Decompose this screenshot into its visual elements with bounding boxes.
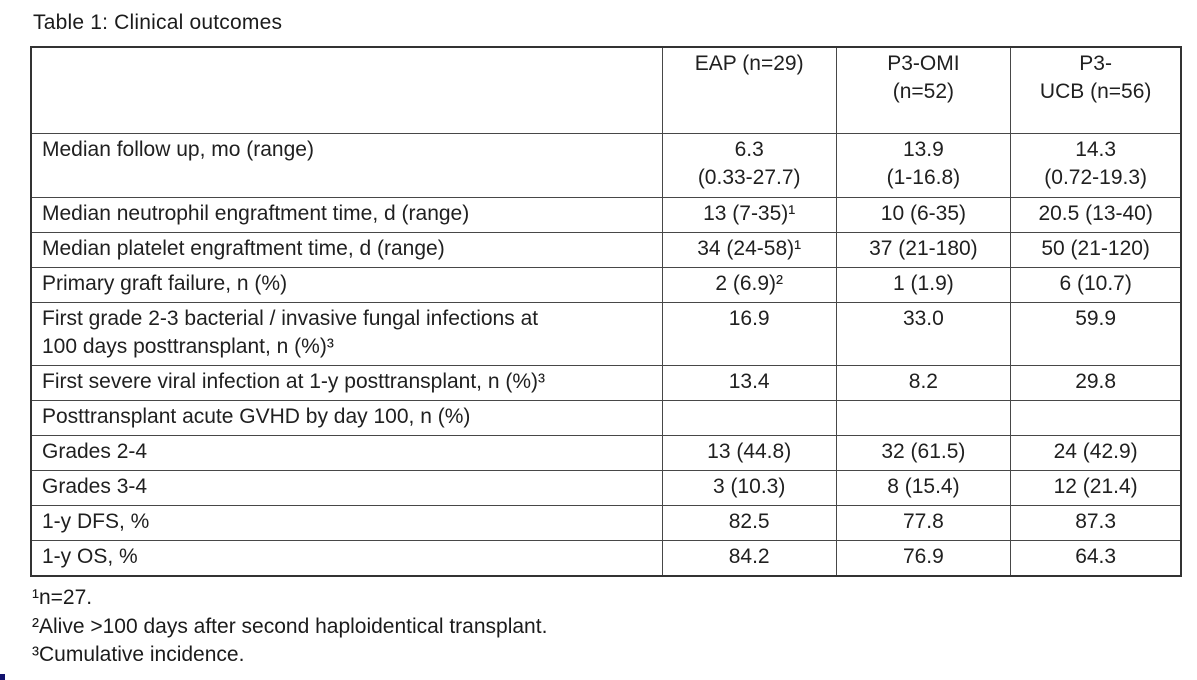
table-row: Posttransplant acute GVHD by day 100, n …	[30, 399, 1182, 436]
header-p3-omi: P3-OMI (n=52)	[835, 46, 1012, 134]
cell-eap: 2 (6.9)²	[661, 266, 837, 303]
cell-p3-ucb: 20.5 (13-40)	[1010, 196, 1182, 233]
table-row: Grades 2-4 13 (44.8) 32 (61.5) 24 (42.9)	[30, 434, 1182, 471]
cell-p3-ucb: 24 (42.9)	[1010, 434, 1182, 471]
cell-p3-omi: 8 (15.4)	[835, 469, 1012, 506]
cell-eap: 13 (7-35)¹	[661, 196, 837, 233]
cell-p3-ucb	[1010, 399, 1182, 436]
cell-p3-omi: 1 (1.9)	[835, 266, 1012, 303]
cell-p3-omi: 10 (6-35)	[835, 196, 1012, 233]
cell-eap: 84.2	[661, 539, 837, 576]
cell-eap: 82.5	[661, 504, 837, 541]
cell-p3-ucb: 6 (10.7)	[1010, 266, 1182, 303]
row-label: Median platelet engraftment time, d (ran…	[30, 231, 663, 268]
cell-p3-ucb: 50 (21-120)	[1010, 231, 1182, 268]
cell-p3-omi: 76.9	[835, 539, 1012, 576]
table-row: Median follow up, mo (range) 6.3 (0.33-2…	[30, 132, 1182, 198]
row-label: 1-y OS, %	[30, 539, 663, 576]
cell-p3-omi: 13.9 (1-16.8)	[835, 132, 1012, 198]
cell-p3-ucb: 59.9	[1010, 301, 1182, 366]
row-label: Primary graft failure, n (%)	[30, 266, 663, 303]
cell-p3-omi	[835, 399, 1012, 436]
row-label: First grade 2-3 bacterial / invasive fun…	[30, 301, 663, 366]
cell-eap: 16.9	[661, 301, 837, 366]
cell-eap: 34 (24-58)¹	[661, 231, 837, 268]
table-row: Grades 3-4 3 (10.3) 8 (15.4) 12 (21.4)	[30, 469, 1182, 506]
table-row: First grade 2-3 bacterial / invasive fun…	[30, 301, 1182, 366]
table-row: Median neutrophil engraftment time, d (r…	[30, 196, 1182, 233]
footnote-1: ¹n=27.	[32, 586, 93, 609]
header-empty-cell	[30, 46, 663, 134]
table-row: First severe viral infection at 1-y post…	[30, 364, 1182, 401]
row-label: 1-y DFS, %	[30, 504, 663, 541]
row-label: Grades 2-4	[30, 434, 663, 471]
cell-p3-ucb: 29.8	[1010, 364, 1182, 401]
cell-p3-omi: 8.2	[835, 364, 1012, 401]
cell-eap: 6.3 (0.33-27.7)	[661, 132, 837, 198]
table-row: Primary graft failure, n (%) 2 (6.9)² 1 …	[30, 266, 1182, 303]
cell-eap: 13.4	[661, 364, 837, 401]
footnotes: ¹n=27. ²Alive >100 days after second hap…	[32, 584, 547, 670]
row-label: Median neutrophil engraftment time, d (r…	[30, 196, 663, 233]
cell-p3-omi: 32 (61.5)	[835, 434, 1012, 471]
footnote-3: ³Cumulative incidence.	[32, 643, 245, 666]
clinical-outcomes-table: EAP (n=29) P3-OMI (n=52) P3- UCB (n=56) …	[30, 46, 1182, 577]
cell-p3-ucb: 14.3 (0.72-19.3)	[1010, 132, 1182, 198]
table-row: Median platelet engraftment time, d (ran…	[30, 231, 1182, 268]
header-eap: EAP (n=29)	[661, 46, 837, 134]
header-row: EAP (n=29) P3-OMI (n=52) P3- UCB (n=56)	[30, 46, 1182, 134]
scan-artifact	[0, 674, 5, 680]
cell-p3-ucb: 87.3	[1010, 504, 1182, 541]
header-p3-ucb: P3- UCB (n=56)	[1010, 46, 1182, 134]
table-row: 1-y DFS, % 82.5 77.8 87.3	[30, 504, 1182, 541]
row-label: Median follow up, mo (range)	[30, 132, 663, 198]
row-label: Grades 3-4	[30, 469, 663, 506]
cell-p3-omi: 37 (21-180)	[835, 231, 1012, 268]
cell-eap: 13 (44.8)	[661, 434, 837, 471]
footnote-2: ²Alive >100 days after second haploident…	[32, 614, 548, 638]
table-row: 1-y OS, % 84.2 76.9 64.3	[30, 539, 1182, 576]
row-label: Posttransplant acute GVHD by day 100, n …	[30, 399, 663, 436]
cell-eap: 3 (10.3)	[661, 469, 837, 506]
cell-p3-omi: 33.0	[835, 301, 1012, 366]
cell-p3-ucb: 12 (21.4)	[1010, 469, 1182, 506]
cell-p3-ucb: 64.3	[1010, 539, 1182, 576]
cell-eap	[661, 399, 837, 436]
table-title: Table 1: Clinical outcomes	[33, 11, 283, 34]
cell-p3-omi: 77.8	[835, 504, 1012, 541]
row-label: First severe viral infection at 1-y post…	[30, 364, 663, 401]
